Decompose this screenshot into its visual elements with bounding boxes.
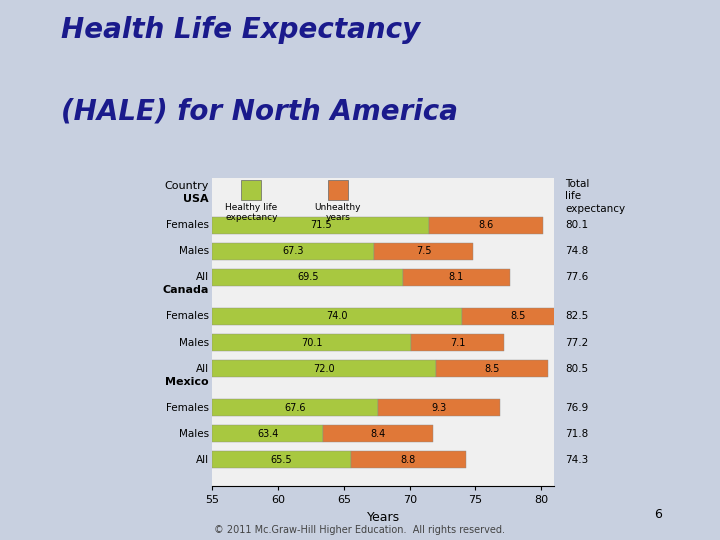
Text: 77.6: 77.6	[565, 272, 588, 282]
Text: 69.5: 69.5	[297, 272, 318, 282]
Text: 72.0: 72.0	[313, 363, 335, 374]
Bar	[429, 217, 543, 234]
Text: 8.8: 8.8	[401, 455, 416, 465]
Text: Males: Males	[179, 429, 209, 439]
Bar	[212, 269, 403, 286]
Bar	[212, 360, 436, 377]
Text: 80.1: 80.1	[565, 220, 588, 230]
Text: All: All	[196, 272, 209, 282]
Bar	[212, 451, 351, 468]
Text: 7.5: 7.5	[415, 246, 431, 256]
Text: 74.8: 74.8	[565, 246, 588, 256]
Text: Healthy life
expectancy: Healthy life expectancy	[225, 203, 277, 222]
Text: 82.5: 82.5	[565, 312, 588, 321]
Bar	[212, 334, 411, 351]
Text: 67.6: 67.6	[284, 403, 306, 413]
Text: 71.5: 71.5	[310, 220, 332, 230]
Text: Females: Females	[166, 220, 209, 230]
Bar	[212, 308, 462, 325]
Text: 77.2: 77.2	[565, 338, 588, 348]
Text: Males: Males	[179, 338, 209, 348]
Text: 74.3: 74.3	[565, 455, 588, 465]
Text: All: All	[196, 363, 209, 374]
Text: Total
life
expectancy: Total life expectancy	[565, 179, 626, 214]
Bar	[378, 399, 500, 416]
Text: Females: Females	[166, 403, 209, 413]
Text: 71.8: 71.8	[565, 429, 588, 439]
Text: Country: Country	[164, 181, 209, 191]
Text: Canada: Canada	[163, 285, 209, 295]
Text: 67.3: 67.3	[282, 246, 304, 256]
Text: Health Life Expectancy: Health Life Expectancy	[61, 16, 420, 44]
Bar	[403, 269, 510, 286]
Bar	[212, 217, 429, 234]
Text: 8.5: 8.5	[510, 312, 526, 321]
Text: 8.6: 8.6	[478, 220, 494, 230]
Text: © 2011 Mc.Graw-Hill Higher Education.  All rights reserved.: © 2011 Mc.Graw-Hill Higher Education. Al…	[215, 524, 505, 535]
Text: 7.1: 7.1	[450, 338, 465, 348]
Text: Females: Females	[166, 312, 209, 321]
Text: Unhealthy
years: Unhealthy years	[315, 203, 361, 222]
Text: Males: Males	[179, 246, 209, 256]
Text: 76.9: 76.9	[565, 403, 588, 413]
Text: 8.1: 8.1	[449, 272, 464, 282]
Bar	[323, 426, 433, 442]
Text: (HALE) for North America: (HALE) for North America	[61, 97, 458, 125]
Text: All: All	[196, 455, 209, 465]
Text: 80.5: 80.5	[565, 363, 588, 374]
Text: 70.1: 70.1	[301, 338, 323, 348]
Text: 8.5: 8.5	[485, 363, 500, 374]
Bar	[212, 243, 374, 260]
Bar	[462, 308, 574, 325]
Bar	[212, 426, 323, 442]
Bar	[374, 243, 473, 260]
X-axis label: Years: Years	[366, 511, 400, 524]
Text: 8.4: 8.4	[371, 429, 386, 439]
Text: 65.5: 65.5	[271, 455, 292, 465]
Text: 9.3: 9.3	[432, 403, 447, 413]
Text: Mexico: Mexico	[165, 377, 209, 387]
Text: USA: USA	[183, 194, 209, 204]
Text: 6: 6	[654, 508, 662, 521]
Text: 74.0: 74.0	[327, 312, 348, 321]
Bar	[411, 334, 505, 351]
Bar	[212, 399, 378, 416]
Bar	[351, 451, 467, 468]
Text: 63.4: 63.4	[257, 429, 279, 439]
Bar	[436, 360, 548, 377]
